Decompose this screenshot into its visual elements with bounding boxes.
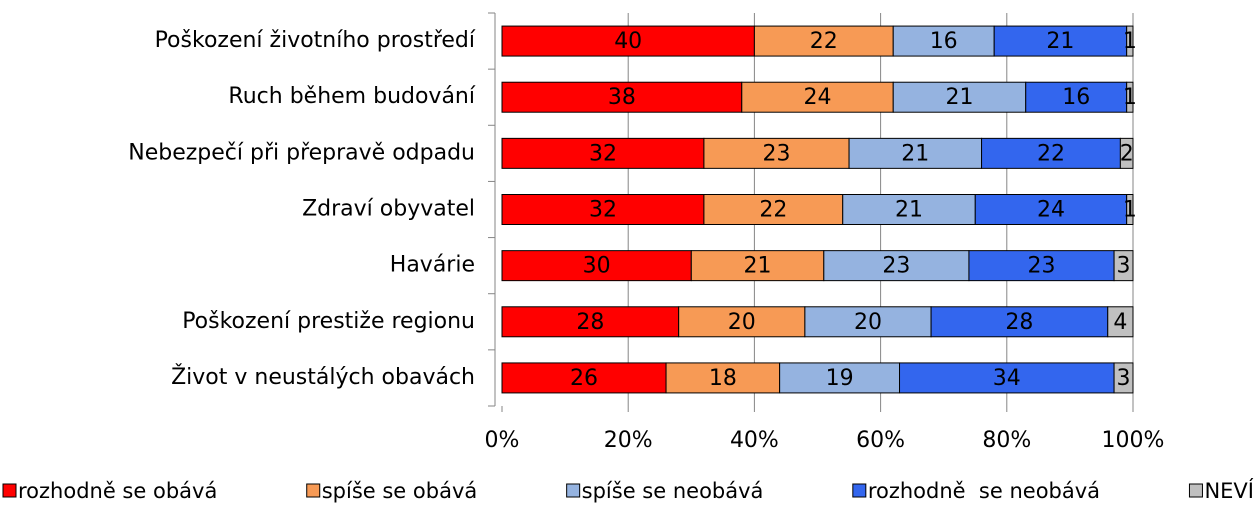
data-label: 28 xyxy=(1005,310,1033,335)
bar-segment xyxy=(892,81,1027,113)
data-label: 24 xyxy=(804,85,832,110)
data-label: 20 xyxy=(854,310,882,335)
bar-segment xyxy=(501,81,743,113)
data-label: 23 xyxy=(882,254,910,279)
data-label: 24 xyxy=(1037,198,1065,223)
data-label: 21 xyxy=(1046,29,1074,54)
x-tick-label: 100% xyxy=(1102,428,1165,453)
data-label: 21 xyxy=(744,254,772,279)
data-label: 22 xyxy=(810,29,838,54)
legend-swatch xyxy=(306,483,321,498)
legend-label: spíše se neobává xyxy=(582,479,764,503)
data-label: 23 xyxy=(1028,254,1056,279)
x-tick-label: 0% xyxy=(485,428,520,453)
x-tick-label: 80% xyxy=(982,428,1031,453)
bar-segment xyxy=(501,250,692,282)
bar-segment xyxy=(968,250,1115,282)
bar-segment xyxy=(779,362,901,394)
data-label: 30 xyxy=(583,254,611,279)
bar-segment xyxy=(1113,250,1134,282)
legend-label: spíše se obává xyxy=(322,479,478,503)
data-label: 23 xyxy=(762,141,790,166)
legend-swatch xyxy=(852,483,867,498)
bar-segment xyxy=(1126,194,1134,225)
bar-segment xyxy=(804,306,932,338)
data-label: 21 xyxy=(945,85,973,110)
data-label: 16 xyxy=(1062,85,1090,110)
bar-segment xyxy=(501,137,705,169)
data-label: 2 xyxy=(1120,141,1134,166)
data-label: 20 xyxy=(728,310,756,335)
legend-swatch xyxy=(1188,483,1203,498)
legend-label: NEVÍ xyxy=(1204,478,1254,503)
bar-segment xyxy=(892,25,995,57)
x-tick-label: 40% xyxy=(730,428,779,453)
bar-segment xyxy=(1025,81,1128,113)
data-label: 22 xyxy=(759,198,787,223)
legend-swatch xyxy=(566,483,581,498)
data-label: 1 xyxy=(1123,85,1137,110)
data-label: 18 xyxy=(709,366,737,391)
data-label: 4 xyxy=(1113,310,1127,335)
bar-segment xyxy=(703,194,844,225)
bar-segment xyxy=(690,250,825,282)
data-label: 34 xyxy=(993,366,1021,391)
bar-segment xyxy=(1126,81,1134,113)
data-label: 16 xyxy=(930,29,958,54)
data-label: 28 xyxy=(576,310,604,335)
bar-segment xyxy=(753,25,894,57)
data-label: 32 xyxy=(589,198,617,223)
data-label: 3 xyxy=(1117,366,1131,391)
bar-segment xyxy=(842,194,976,225)
data-label: 1 xyxy=(1123,198,1137,223)
y-tick-label: Zdraví obyvatel xyxy=(302,197,475,222)
data-label: 1 xyxy=(1123,29,1137,54)
data-label: 3 xyxy=(1117,254,1131,279)
x-tick-label: 20% xyxy=(604,428,653,453)
legend-label: rozhodně se obává xyxy=(18,479,217,503)
bar-segment xyxy=(930,306,1109,338)
data-label: 22 xyxy=(1037,141,1065,166)
y-tick-label: Nebezpečí při přepravě odpadu xyxy=(128,140,475,165)
bar-segment xyxy=(1126,25,1134,57)
bar-segment xyxy=(501,362,667,394)
data-label: 26 xyxy=(570,366,598,391)
bar-segment xyxy=(1107,306,1134,338)
bar-segment xyxy=(501,306,680,338)
bar-segment xyxy=(501,194,705,225)
data-label: 19 xyxy=(826,366,854,391)
y-tick-label: Poškození životního prostředí xyxy=(155,28,476,53)
y-tick-label: Havárie xyxy=(390,253,475,278)
bar-segment xyxy=(1113,362,1134,394)
data-label: 38 xyxy=(608,85,636,110)
y-tick-label: Život v neustálých obavách xyxy=(171,364,475,390)
bar-segment xyxy=(703,137,850,169)
data-label: 40 xyxy=(614,29,642,54)
x-tick-label: 60% xyxy=(856,428,905,453)
data-label: 32 xyxy=(589,141,617,166)
bar-segment xyxy=(899,362,1115,394)
legend-swatch xyxy=(2,483,17,498)
y-tick-label: Ruch během budování xyxy=(228,84,475,109)
data-label: 21 xyxy=(901,141,929,166)
legend-label: rozhodně se neobává xyxy=(868,479,1100,503)
data-label: 21 xyxy=(895,198,923,223)
y-tick-label: Poškození prestiže regionu xyxy=(182,309,475,334)
bar-segment xyxy=(501,25,755,57)
bar-segment xyxy=(678,306,806,338)
bar-segment xyxy=(1119,137,1134,169)
